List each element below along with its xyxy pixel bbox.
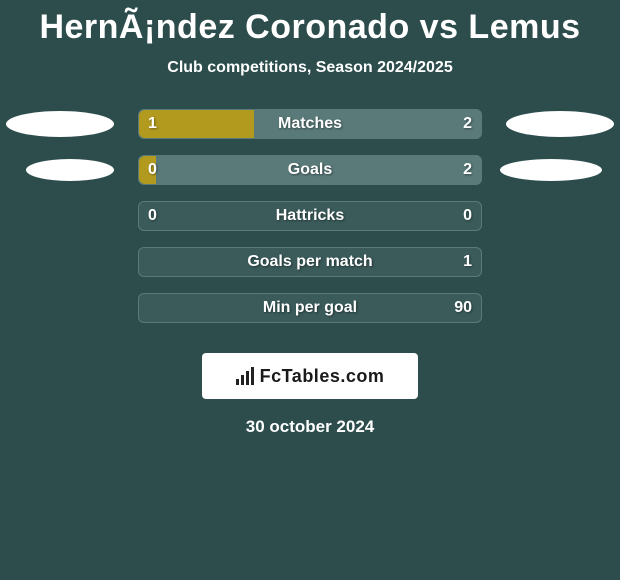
player-oval-left xyxy=(26,159,114,181)
stat-row: 1Goals per match xyxy=(0,247,620,293)
stat-label: Goals xyxy=(138,155,482,185)
stat-label: Hattricks xyxy=(138,201,482,231)
container: HernÃ¡ndez Coronado vs Lemus Club compet… xyxy=(0,0,620,580)
player-oval-right xyxy=(500,159,602,181)
brand-text: FcTables.com xyxy=(260,366,385,387)
player-oval-right xyxy=(506,111,614,137)
stat-label: Goals per match xyxy=(138,247,482,277)
brand-badge: FcTables.com xyxy=(202,353,418,399)
stat-row: 90Min per goal xyxy=(0,293,620,339)
page-subtitle: Club competitions, Season 2024/2025 xyxy=(0,59,620,77)
page-title: HernÃ¡ndez Coronado vs Lemus xyxy=(0,0,620,47)
stat-row: 00Hattricks xyxy=(0,201,620,247)
footer-date: 30 october 2024 xyxy=(0,417,620,437)
stat-label: Min per goal xyxy=(138,293,482,323)
stat-label: Matches xyxy=(138,109,482,139)
bars-icon xyxy=(236,367,254,385)
player-oval-left xyxy=(6,111,114,137)
stats-area: 12Matches02Goals00Hattricks1Goals per ma… xyxy=(0,109,620,339)
stat-row: 02Goals xyxy=(0,155,620,201)
stat-row: 12Matches xyxy=(0,109,620,155)
